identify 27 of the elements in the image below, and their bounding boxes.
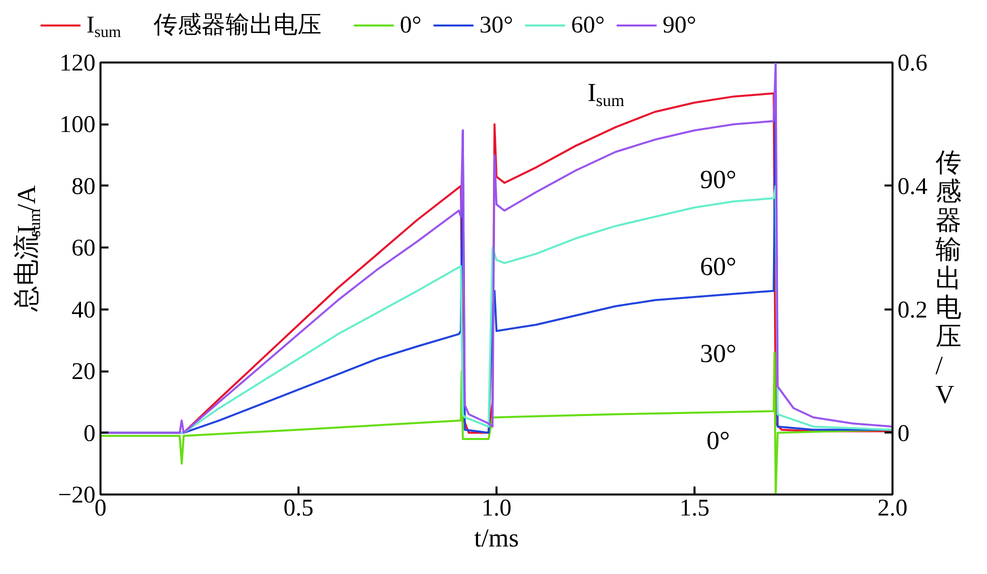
- legend-label: 90°: [662, 12, 696, 38]
- legend-label: 30°: [479, 12, 514, 38]
- legend-title: 传感器输出电压: [153, 12, 322, 38]
- annotation: 30°: [700, 339, 736, 368]
- y-tick-label: 60: [72, 236, 96, 262]
- text: 传感器输出电压/V: [936, 148, 962, 409]
- annotation: 0°: [706, 426, 730, 455]
- y-tick-label: 80: [72, 174, 96, 200]
- y2-tick-label: 0.2: [898, 297, 928, 324]
- y2-tick-label: 0: [898, 420, 910, 447]
- x-tick-label: 0.5: [284, 496, 314, 522]
- y-tick-label: 120: [60, 50, 96, 76]
- y-tick-label: 20: [72, 359, 96, 386]
- y-tick-label: 0: [84, 420, 96, 447]
- x-tick-label: 1.5: [680, 496, 710, 522]
- x-tick-label: 1.0: [482, 496, 512, 522]
- y-tick-label: 40: [72, 297, 96, 324]
- annotation: 90°: [700, 165, 736, 194]
- legend-label: 0°: [400, 12, 422, 38]
- y-tick-label: 100: [60, 112, 96, 138]
- y2-tick-label: 0.6: [898, 50, 928, 76]
- x-axis-title: t/ms: [474, 524, 519, 552]
- legend-label: 60°: [571, 12, 605, 38]
- annotation: 60°: [700, 252, 736, 282]
- y-tick-label: −20: [58, 482, 96, 508]
- y2-tick-label: 0.4: [898, 174, 928, 200]
- x-tick-label: 2.0: [878, 496, 908, 522]
